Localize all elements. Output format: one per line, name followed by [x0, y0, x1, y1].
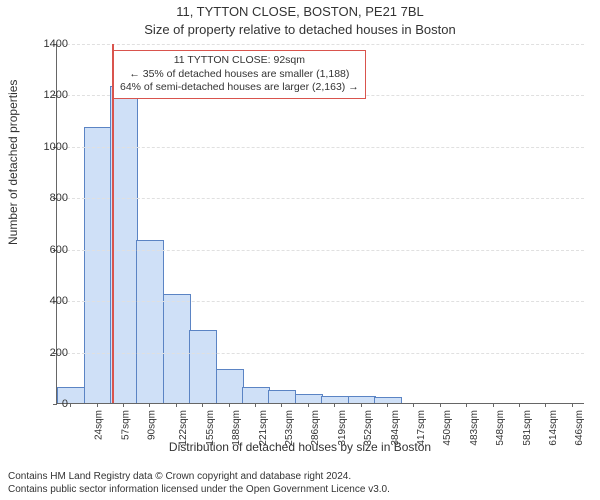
xtick-mark	[387, 403, 388, 407]
xtick-label: 319sqm	[337, 410, 348, 446]
xtick-mark	[361, 403, 362, 407]
footer-line-1: Contains HM Land Registry data © Crown c…	[8, 470, 390, 483]
xtick-label: 450sqm	[442, 410, 453, 446]
xtick-label: 122sqm	[178, 410, 189, 446]
xtick-mark	[545, 403, 546, 407]
xtick-label: 352sqm	[363, 410, 374, 446]
annotation-line-1: 11 TYTTON CLOSE: 92sqm	[120, 54, 359, 68]
bar	[136, 240, 164, 403]
annotation-line-2: ← 35% of detached houses are smaller (1,…	[120, 68, 359, 82]
xtick-label: 155sqm	[205, 410, 216, 446]
x-axis-label: Distribution of detached houses by size …	[0, 440, 600, 454]
xtick-label: 384sqm	[390, 410, 401, 446]
plot-area: 11 TYTTON CLOSE: 92sqm ← 35% of detached…	[56, 44, 584, 404]
xtick-label: 646sqm	[574, 410, 585, 446]
xtick-label: 483sqm	[469, 410, 480, 446]
xtick-label: 24sqm	[94, 410, 105, 440]
xtick-label: 286sqm	[310, 410, 321, 446]
xtick-mark	[440, 403, 441, 407]
xtick-label: 581sqm	[522, 410, 533, 446]
annotation-line-3: 64% of semi-detached houses are larger (…	[120, 81, 359, 95]
xtick-label: 614sqm	[548, 410, 559, 446]
ytick-label: 1000	[30, 141, 68, 153]
xtick-mark	[413, 403, 414, 407]
chart-title: 11, TYTTON CLOSE, BOSTON, PE21 7BL	[0, 4, 600, 19]
bar	[84, 127, 112, 403]
xtick-mark	[97, 403, 98, 407]
xtick-mark	[281, 403, 282, 407]
bar	[110, 86, 138, 403]
bar	[189, 330, 217, 403]
bar	[295, 394, 323, 403]
xtick-mark	[255, 403, 256, 407]
ytick-label: 600	[30, 244, 68, 256]
footer-line-2: Contains public sector information licen…	[8, 483, 390, 496]
bar	[348, 396, 376, 403]
y-axis-label: Number of detached properties	[6, 80, 20, 245]
xtick-mark	[519, 403, 520, 407]
xtick-mark	[202, 403, 203, 407]
xtick-label: 417sqm	[416, 410, 427, 446]
bar	[216, 369, 244, 403]
ytick-label: 1400	[30, 38, 68, 50]
xtick-mark	[493, 403, 494, 407]
chart-container: 11, TYTTON CLOSE, BOSTON, PE21 7BL Size …	[0, 0, 600, 500]
xtick-label: 548sqm	[495, 410, 506, 446]
xtick-mark	[334, 403, 335, 407]
ytick-label: 200	[30, 347, 68, 359]
ytick-label: 1200	[30, 89, 68, 101]
xtick-mark	[70, 403, 71, 407]
xtick-label: 253sqm	[284, 410, 295, 446]
bar	[321, 396, 349, 403]
xtick-label: 90sqm	[147, 410, 158, 440]
xtick-mark	[149, 403, 150, 407]
xtick-mark	[466, 403, 467, 407]
xtick-label: 188sqm	[231, 410, 242, 446]
xtick-mark	[123, 403, 124, 407]
bar	[163, 294, 191, 403]
grid-line	[57, 147, 584, 148]
xtick-label: 57sqm	[120, 410, 131, 440]
grid-line	[57, 250, 584, 251]
chart-subtitle: Size of property relative to detached ho…	[0, 22, 600, 37]
xtick-mark	[229, 403, 230, 407]
grid-line	[57, 198, 584, 199]
xtick-label: 221sqm	[258, 410, 269, 446]
xtick-mark	[572, 403, 573, 407]
footer: Contains HM Land Registry data © Crown c…	[8, 470, 390, 496]
grid-line	[57, 44, 584, 45]
bar	[242, 387, 270, 403]
grid-line	[57, 353, 584, 354]
xtick-mark	[308, 403, 309, 407]
ytick-label: 400	[30, 295, 68, 307]
ytick-label: 0	[30, 398, 68, 410]
xtick-mark	[176, 403, 177, 407]
ytick-label: 800	[30, 192, 68, 204]
annotation-box: 11 TYTTON CLOSE: 92sqm ← 35% of detached…	[113, 50, 366, 99]
grid-line	[57, 301, 584, 302]
bar	[268, 390, 296, 403]
